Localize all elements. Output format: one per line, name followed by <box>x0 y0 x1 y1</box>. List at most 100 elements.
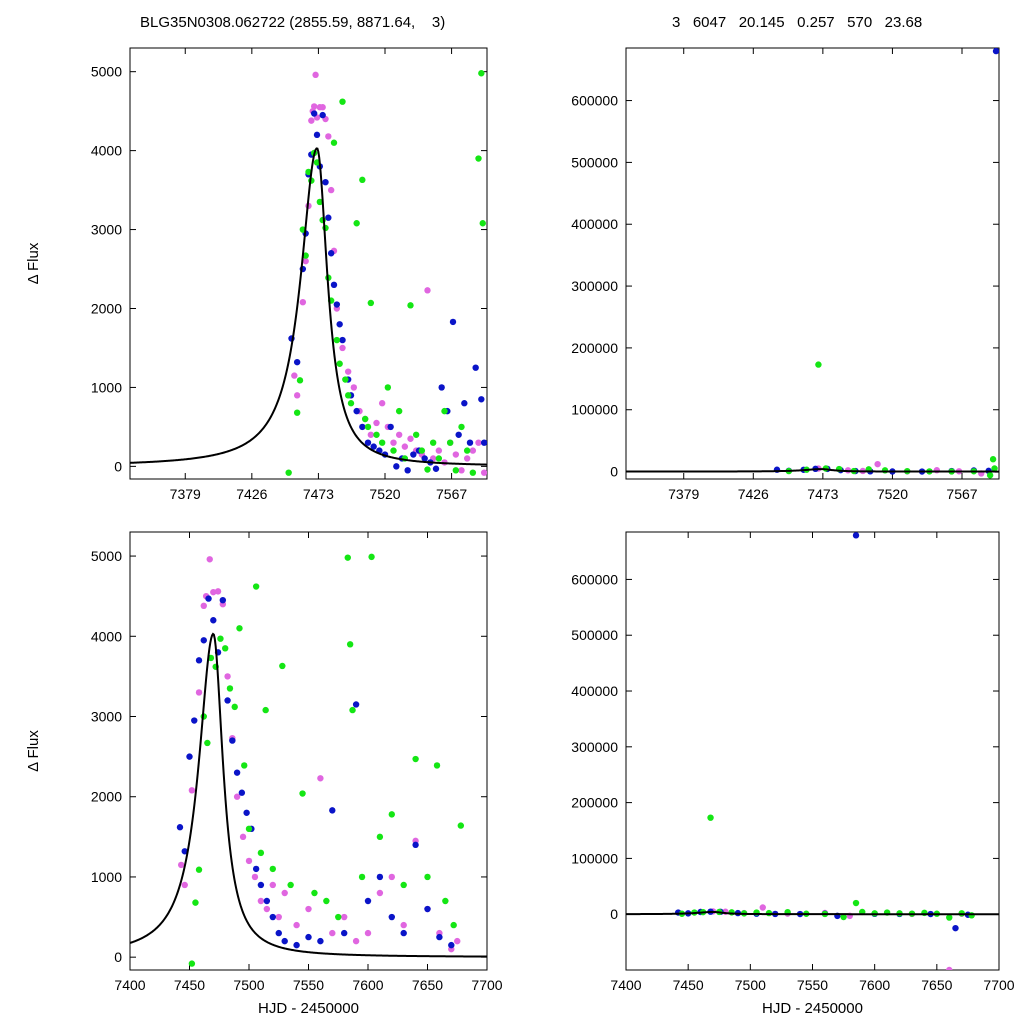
data-point-magenta <box>305 905 312 913</box>
data-point-magenta <box>401 443 409 450</box>
data-point-green <box>287 881 294 889</box>
x-tick-label: 7450 <box>673 977 704 993</box>
x-tick-label: 7450 <box>174 977 205 993</box>
plot-frame <box>129 47 488 480</box>
data-point-green <box>342 376 349 383</box>
data-point-green <box>458 423 465 431</box>
x-tick-label: 7473 <box>807 486 838 502</box>
y-tick-label: 100000 <box>571 850 618 866</box>
model-curve <box>626 468 999 473</box>
data-point-blue <box>436 933 443 941</box>
y-tick-label: 4000 <box>91 143 122 159</box>
y-tick-label: 4000 <box>91 628 122 644</box>
data-point-blue <box>339 336 346 344</box>
data-point-blue <box>480 439 487 446</box>
data-point-blue <box>400 929 407 937</box>
data-point-magenta <box>388 873 395 881</box>
data-point-magenta <box>177 861 185 869</box>
data-point-green <box>991 465 998 472</box>
x-tick-label: 7520 <box>369 486 400 502</box>
data-point-blue <box>224 697 231 704</box>
data-point-magenta <box>275 913 282 921</box>
data-point-blue <box>393 463 400 470</box>
data-point-green <box>475 155 482 162</box>
y-tick-label: 500000 <box>571 627 618 643</box>
data-point-green <box>378 439 386 446</box>
data-point-blue <box>325 214 332 221</box>
data-point-magenta <box>293 921 300 929</box>
data-point-green <box>376 833 384 841</box>
data-point-green <box>424 873 431 881</box>
panel-bottom-left: 7400 7450 7500 7550 7600 7650 7700 0 1000 2000 300… <box>25 531 503 1017</box>
data-point-blue <box>281 937 288 945</box>
data-point-blue <box>364 439 372 446</box>
x-tick-label: 7567 <box>436 486 467 502</box>
data-point-magenta <box>350 384 358 391</box>
y-tick-label: 100000 <box>571 402 618 418</box>
y-tick-label: 3000 <box>91 222 122 238</box>
x-tick-label: 7700 <box>983 977 1014 993</box>
panel-bottom-right: 7400 7450 7500 7550 7600 7650 7700 0 100000 20000… <box>571 531 1015 1017</box>
y-tick-label: 0 <box>610 464 618 480</box>
data-point-blue <box>191 717 198 724</box>
x-tick-label: 7426 <box>738 486 769 502</box>
data-point-blue <box>293 941 300 949</box>
panel-top-left: 7379 7426 7473 7520 7567 0 1000 2000 3000 4000 500… <box>25 47 488 502</box>
data-point-blue <box>376 873 384 881</box>
data-point-magenta <box>344 368 352 375</box>
data-point-blue <box>336 321 343 328</box>
data-point-magenta <box>435 447 443 454</box>
data-point-blue <box>263 897 271 905</box>
data-point-blue <box>421 455 428 462</box>
data-point-magenta <box>469 447 477 454</box>
data-point-green <box>302 252 309 259</box>
data-point-blue <box>387 423 394 431</box>
data-point-green <box>192 899 199 906</box>
data-point-green <box>339 98 346 105</box>
data-point-magenta <box>325 133 332 140</box>
data-point-magenta <box>263 905 271 913</box>
data-point-magenta <box>299 298 307 306</box>
data-point-green <box>852 899 860 907</box>
data-point-green <box>269 865 276 873</box>
data-point-magenta <box>329 929 336 937</box>
data-point-green <box>353 220 360 227</box>
data-point-blue <box>257 881 265 889</box>
data-point-magenta <box>373 419 380 427</box>
data-point-blue <box>200 637 207 644</box>
data-point-green <box>707 814 714 821</box>
model-curve <box>626 910 999 916</box>
data-point-magenta <box>302 257 309 265</box>
data-point-green <box>296 377 304 384</box>
data-point-green <box>395 407 403 415</box>
data-point-blue <box>176 824 184 831</box>
data-point-magenta <box>312 71 319 79</box>
data-point-magenta <box>206 556 213 563</box>
x-tick-label: 7650 <box>921 977 952 993</box>
data-point-blue <box>353 407 360 415</box>
data-point-blue <box>293 358 301 366</box>
data-point-green <box>989 456 997 463</box>
data-point-blue <box>186 753 193 760</box>
data-point-blue <box>438 384 445 391</box>
data-point-green <box>469 469 477 476</box>
data-point-blue <box>432 465 440 472</box>
data-point-green <box>442 897 449 905</box>
data-point-green <box>765 909 773 917</box>
data-point-blue <box>313 131 321 139</box>
data-point-green <box>390 447 397 454</box>
data-point-green <box>346 641 354 648</box>
data-point-blue <box>269 913 276 921</box>
x-tick-label: 7500 <box>233 977 264 993</box>
plot-frame <box>625 47 1000 480</box>
data-point-magenta <box>308 117 315 124</box>
data-point-green <box>347 400 355 407</box>
data-point-green <box>335 913 342 921</box>
data-point-green <box>407 302 414 309</box>
data-point-green <box>217 635 224 642</box>
x-axis-label: HJD - 2450000 <box>762 1000 863 1017</box>
data-point-green <box>188 960 196 967</box>
data-point-green <box>333 336 341 344</box>
data-point-magenta <box>310 103 318 110</box>
x-tick-label: 7473 <box>303 486 334 502</box>
